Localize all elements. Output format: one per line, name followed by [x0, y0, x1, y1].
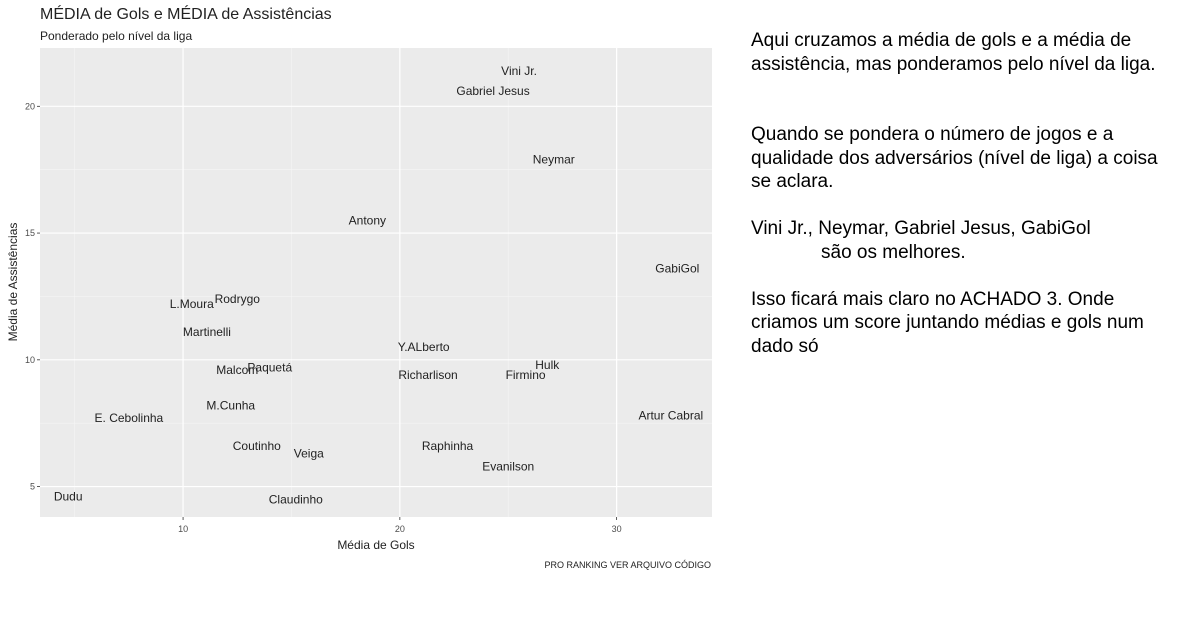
point-label-m-cunha: M.Cunha	[206, 398, 255, 412]
point-label-dudu: Dudu	[54, 490, 83, 504]
y-tick-label: 20	[25, 101, 35, 111]
scatter-chart: MÉDIA de Gols e MÉDIA de Assistências Po…	[6, 4, 712, 570]
axis-ticks: 10 20 30 5 10 15 20	[25, 101, 622, 534]
point-label-l-moura: L.Moura	[170, 297, 214, 311]
point-label-veiga: Veiga	[294, 447, 324, 461]
point-label-vini-jr: Vini Jr.	[501, 64, 537, 78]
y-axis-title: Média de Assistências	[6, 223, 20, 342]
point-label-raphinha: Raphinha	[422, 439, 474, 453]
point-label-y-alberto: Y.ALberto	[398, 340, 450, 354]
chart-caption: PRO RANKING VER ARQUIVO CÓDIGO	[544, 560, 711, 570]
point-label-coutinho: Coutinho	[233, 439, 281, 453]
point-label-evanilson: Evanilson	[482, 459, 534, 473]
y-tick-label: 5	[30, 482, 35, 492]
point-label-hulk: Hulk	[535, 358, 560, 372]
grid-lines	[40, 48, 712, 517]
point-label-richarlison: Richarlison	[398, 368, 457, 382]
point-label-artur-cabral: Artur Cabral	[638, 409, 703, 423]
point-label-firmino: Firmino	[506, 368, 546, 382]
point-label-gabriel-jesus: Gabriel Jesus	[456, 84, 529, 98]
x-tick-label: 30	[612, 524, 622, 534]
commentary-panel: Aqui cruzamos a média de gols e a média …	[751, 29, 1171, 358]
point-label-e-cebolinha: E. Cebolinha	[95, 411, 164, 425]
x-axis-title: Média de Gols	[337, 538, 414, 552]
point-label-gabigol: GabiGol	[655, 262, 699, 276]
x-tick-label: 20	[395, 524, 405, 534]
point-label-rodrygo: Rodrygo	[215, 292, 261, 306]
point-label-malcom: Malcom	[216, 363, 258, 377]
point-label-claudinho: Claudinho	[269, 492, 323, 506]
point-label-antony: Antony	[349, 213, 386, 227]
commentary-paragraph-3-line-1: Vini Jr., Neymar, Gabriel Jesus, GabiGol	[751, 218, 1091, 239]
point-label-martinelli: Martinelli	[183, 325, 231, 339]
commentary-paragraph-3-line-2: são os melhores.	[821, 241, 966, 263]
x-tick-label: 10	[178, 524, 188, 534]
point-label-neymar: Neymar	[533, 153, 575, 167]
chart-subtitle: Ponderado pelo nível da liga	[40, 29, 192, 43]
y-tick-label: 10	[25, 355, 35, 365]
chart-title: MÉDIA de Gols e MÉDIA de Assistências	[40, 4, 332, 23]
y-tick-label: 15	[25, 228, 35, 238]
point-labels: Vini Jr. Gabriel Jesus Neymar Antony GabiGol…	[54, 64, 703, 506]
point-label-paquet: Paquetá	[247, 360, 292, 374]
plot-panel	[40, 48, 712, 517]
commentary-paragraph-4: Isso ficará mais claro no ACHADO 3. Onde…	[751, 288, 1144, 357]
commentary-paragraph-1: Aqui cruzamos a média de gols e a média …	[751, 30, 1156, 75]
commentary-paragraph-2: Quando se pondera o número de jogos e a …	[751, 124, 1158, 192]
